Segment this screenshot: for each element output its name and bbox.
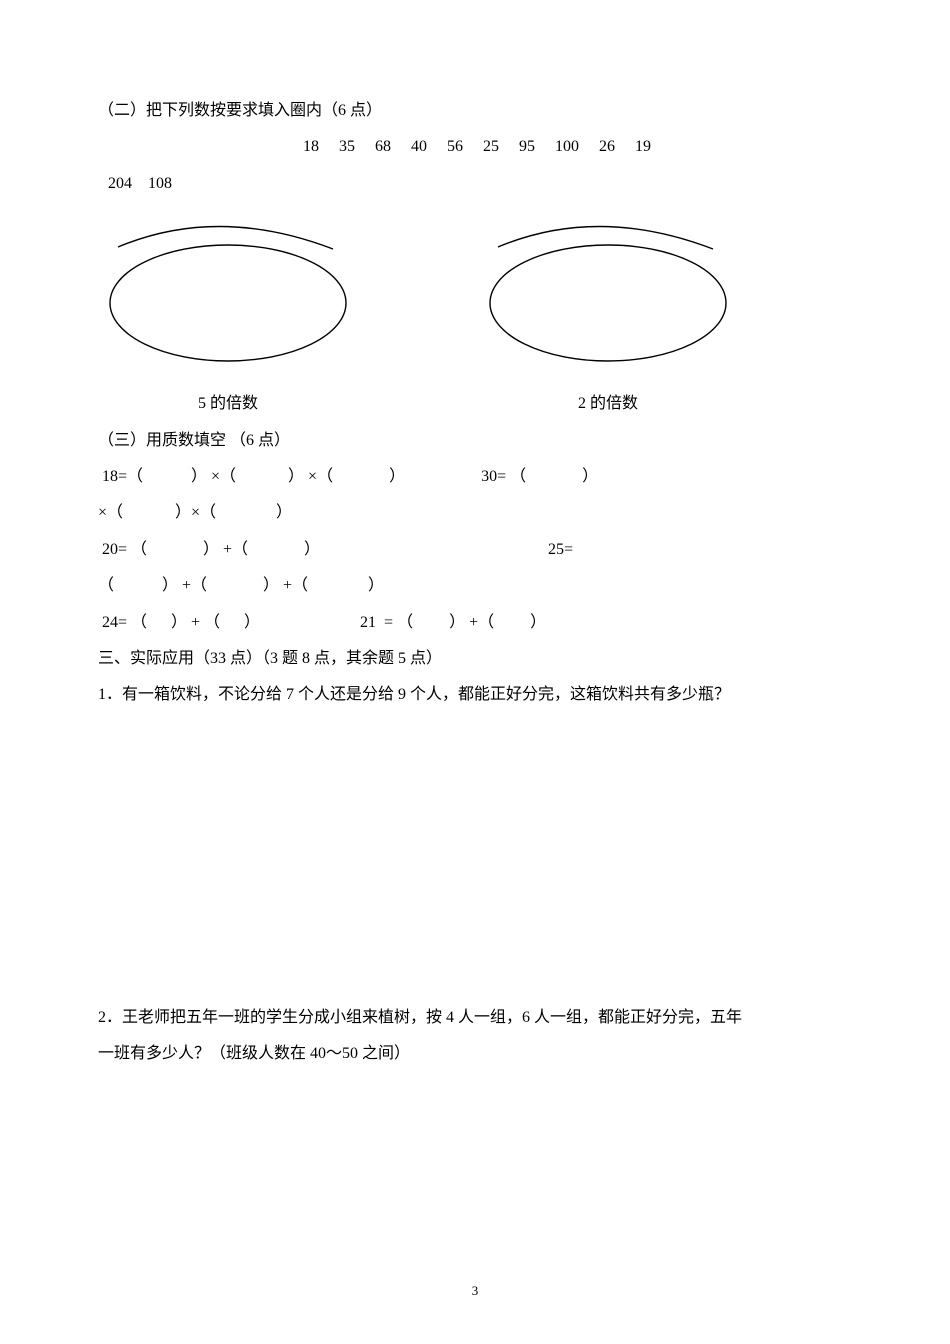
ovals-row [98, 217, 860, 367]
section-apply-title: 三、实际应用（33 点）（3 题 8 点，其余题 5 点） [98, 644, 860, 674]
oval-right-label: 2 的倍数 [478, 389, 738, 419]
blank-space-1 [98, 717, 860, 997]
oval-left-label: 5 的倍数 [98, 389, 358, 419]
oval-right-svg [478, 217, 738, 367]
section3-row2b: （ ） +（ ） +（ ） [98, 571, 384, 601]
section3-title: （三）用质数填空 （6 点） [98, 426, 860, 456]
section3-row1a: 18=（ ） ×（ ） ×（ ） 30= （ ） [98, 462, 598, 492]
oval-left-wrap [98, 217, 358, 367]
number-list-row2: 204 108 [108, 169, 860, 199]
question-2-line1: 2．王老师把五年一班的学生分成小组来植树，按 4 人一组，6 人一组，都能正好分… [98, 1003, 860, 1033]
question-2-line2: 一班有多少人？（班级人数在 40～50 之间） [98, 1039, 860, 1069]
section2-title: （二）把下列数按要求填入圈内（6 点） [98, 96, 860, 126]
oval-left-svg [98, 217, 358, 367]
question-1: 1．有一箱饮料，不论分给 7 个人还是分给 9 个人，都能正好分完，这箱饮料共有… [98, 680, 860, 710]
section3-row2a: 20= （ ） +（ ） 25= [98, 535, 573, 565]
oval-labels-row: 5 的倍数 2 的倍数 [98, 377, 860, 419]
number-list-row1: 18 35 68 40 56 25 95 100 26 19 [303, 132, 860, 162]
section3-row1b: ×（ ）×（ ） [98, 498, 292, 528]
page-container: （二）把下列数按要求填入圈内（6 点） 18 35 68 40 56 25 95… [0, 0, 950, 1344]
section3-row3: 24= （ ） + （ ） 21 = （ ） +（ ） [98, 608, 546, 638]
oval-right-wrap [478, 217, 738, 367]
page-number: 3 [0, 1279, 950, 1304]
